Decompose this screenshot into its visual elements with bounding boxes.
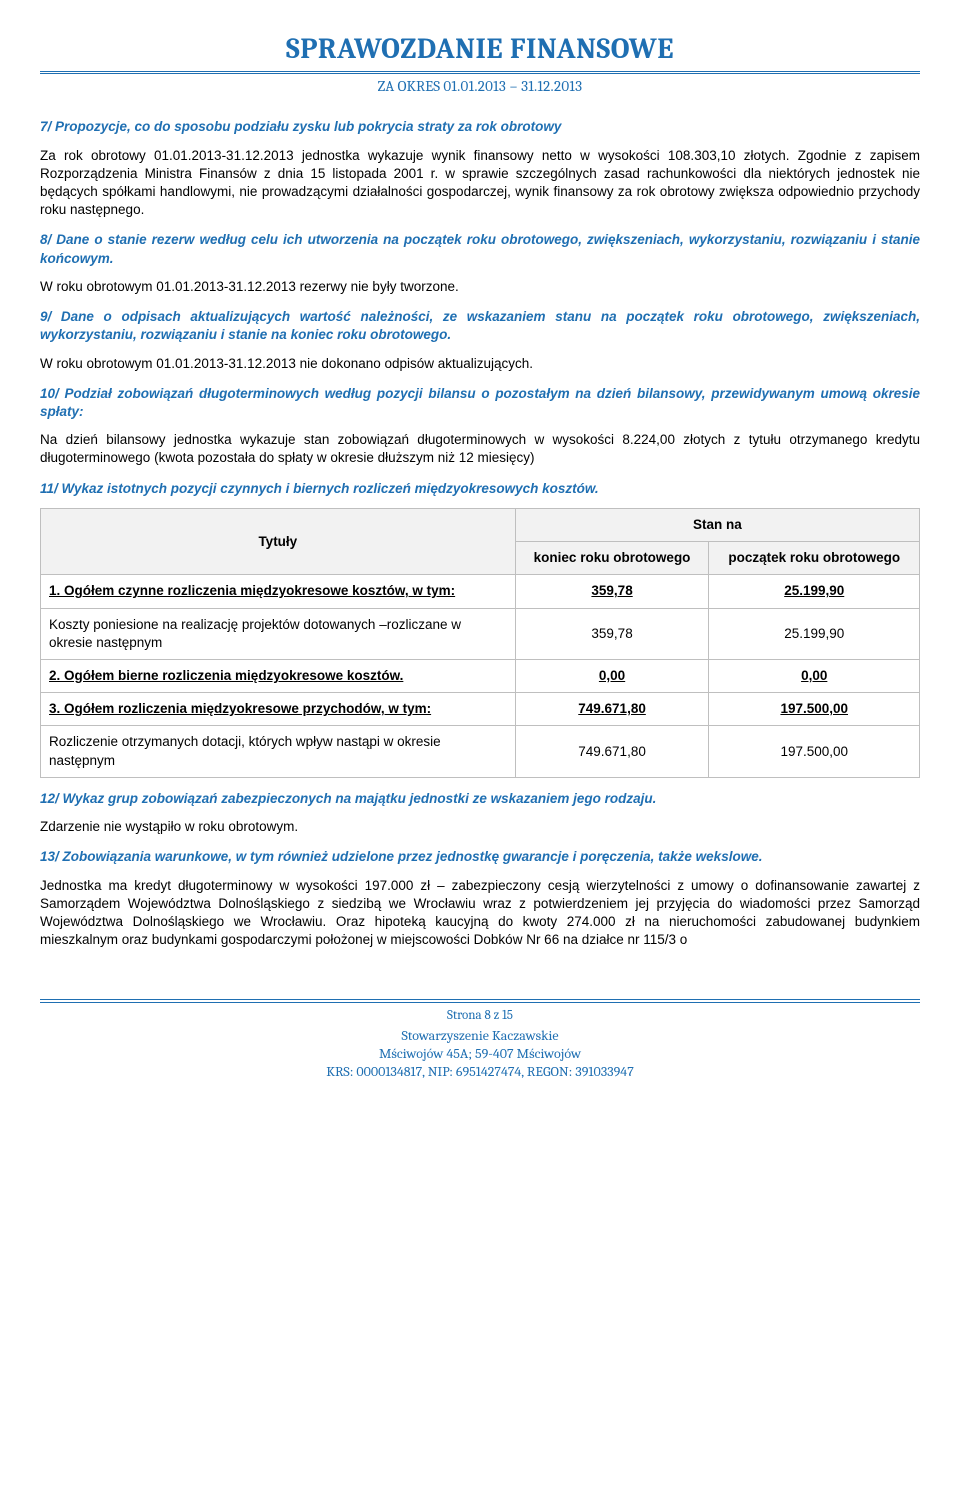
page-footer: Strona 8 z 15 Stowarzyszenie Kaczawskie … — [40, 999, 920, 1081]
footer-org-name: Stowarzyszenie Kaczawskie — [40, 1027, 920, 1045]
report-subtitle: ZA OKRES 01.01.2013 – 31.12.2013 — [40, 76, 920, 96]
section-12-body: Zdarzenie nie wystąpiło w roku obrotowym… — [40, 818, 920, 836]
footer-rule — [40, 1002, 920, 1003]
row-end-value: 359,78 — [515, 575, 709, 608]
row-label: Rozliczenie otrzymanych dotacji, których… — [41, 726, 516, 777]
footer-address: Mściwojów 45A; 59-407 Mściwojów — [40, 1045, 920, 1063]
page-number: Strona 8 z 15 — [40, 1007, 920, 1025]
row-label: 2. Ogółem bierne rozliczenia międzyokres… — [41, 659, 516, 692]
row-label: 3. Ogółem rozliczenia międzyokresowe prz… — [41, 693, 516, 726]
title-rule — [40, 73, 920, 74]
row-end-value: 359,78 — [515, 608, 709, 659]
subtitle-prefix: ZA OKRES — [378, 77, 444, 95]
table-row: Koszty poniesione na realizację projektó… — [41, 608, 920, 659]
section-9-heading: 9/ Dane o odpisach aktualizujących warto… — [40, 308, 920, 344]
table-row: 2. Ogółem bierne rozliczenia międzyokres… — [41, 659, 920, 692]
section-13-body: Jednostka ma kredyt długoterminowy w wys… — [40, 877, 920, 950]
row-start-value: 25.199,90 — [709, 575, 920, 608]
section-7-body: Za rok obrotowy 01.01.2013-31.12.2013 je… — [40, 147, 920, 220]
table-row: 1. Ogółem czynne rozliczenia międzyokres… — [41, 575, 920, 608]
section-11-heading: 11/ Wykaz istotnych pozycji czynnych i b… — [40, 480, 920, 498]
section-13-heading: 13/ Zobowiązania warunkowe, w tym równie… — [40, 848, 920, 866]
col-stan-na-header: Stan na — [515, 508, 919, 541]
row-start-value: 197.500,00 — [709, 726, 920, 777]
row-label: Koszty poniesione na realizację projektó… — [41, 608, 516, 659]
report-title: SPRAWOZDANIE FINANSOWE — [40, 30, 920, 69]
page-header: SPRAWOZDANIE FINANSOWE ZA OKRES 01.01.20… — [40, 30, 920, 96]
table-row: 3. Ogółem rozliczenia międzyokresowe prz… — [41, 693, 920, 726]
section-10-heading: 10/ Podział zobowiązań długoterminowych … — [40, 385, 920, 421]
section-10-body: Na dzień bilansowy jednostka wykazuje st… — [40, 431, 920, 467]
section-9-body: W roku obrotowym 01.01.2013-31.12.2013 n… — [40, 355, 920, 373]
row-end-value: 749.671,80 — [515, 693, 709, 726]
page: SPRAWOZDANIE FINANSOWE ZA OKRES 01.01.20… — [0, 0, 960, 1102]
section-8-heading: 8/ Dane o stanie rezerw według celu ich … — [40, 231, 920, 267]
table-row: Rozliczenie otrzymanych dotacji, których… — [41, 726, 920, 777]
title-rule — [40, 71, 920, 72]
section-8-body: W roku obrotowym 01.01.2013-31.12.2013 r… — [40, 278, 920, 296]
table-header-row: Tytuły Stan na — [41, 508, 920, 541]
col-end-header: koniec roku obrotowego — [515, 542, 709, 575]
footer-ids: KRS: 0000134817, NIP: 6951427474, REGON:… — [40, 1063, 920, 1081]
row-start-value: 25.199,90 — [709, 608, 920, 659]
col-tytuly-header: Tytuły — [41, 508, 516, 574]
section-12-heading: 12/ Wykaz grup zobowiązań zabezpieczonyc… — [40, 790, 920, 808]
row-label: 1. Ogółem czynne rozliczenia międzyokres… — [41, 575, 516, 608]
row-start-value: 0,00 — [709, 659, 920, 692]
row-end-value: 749.671,80 — [515, 726, 709, 777]
row-end-value: 0,00 — [515, 659, 709, 692]
cost-settlements-table: Tytuły Stan na koniec roku obrotowego po… — [40, 508, 920, 778]
col-start-header: początek roku obrotowego — [709, 542, 920, 575]
report-period: 01.01.2013 – 31.12.2013 — [443, 77, 582, 95]
footer-rule — [40, 999, 920, 1000]
section-7-heading: 7/ Propozycje, co do sposobu podziału zy… — [40, 118, 920, 136]
row-start-value: 197.500,00 — [709, 693, 920, 726]
